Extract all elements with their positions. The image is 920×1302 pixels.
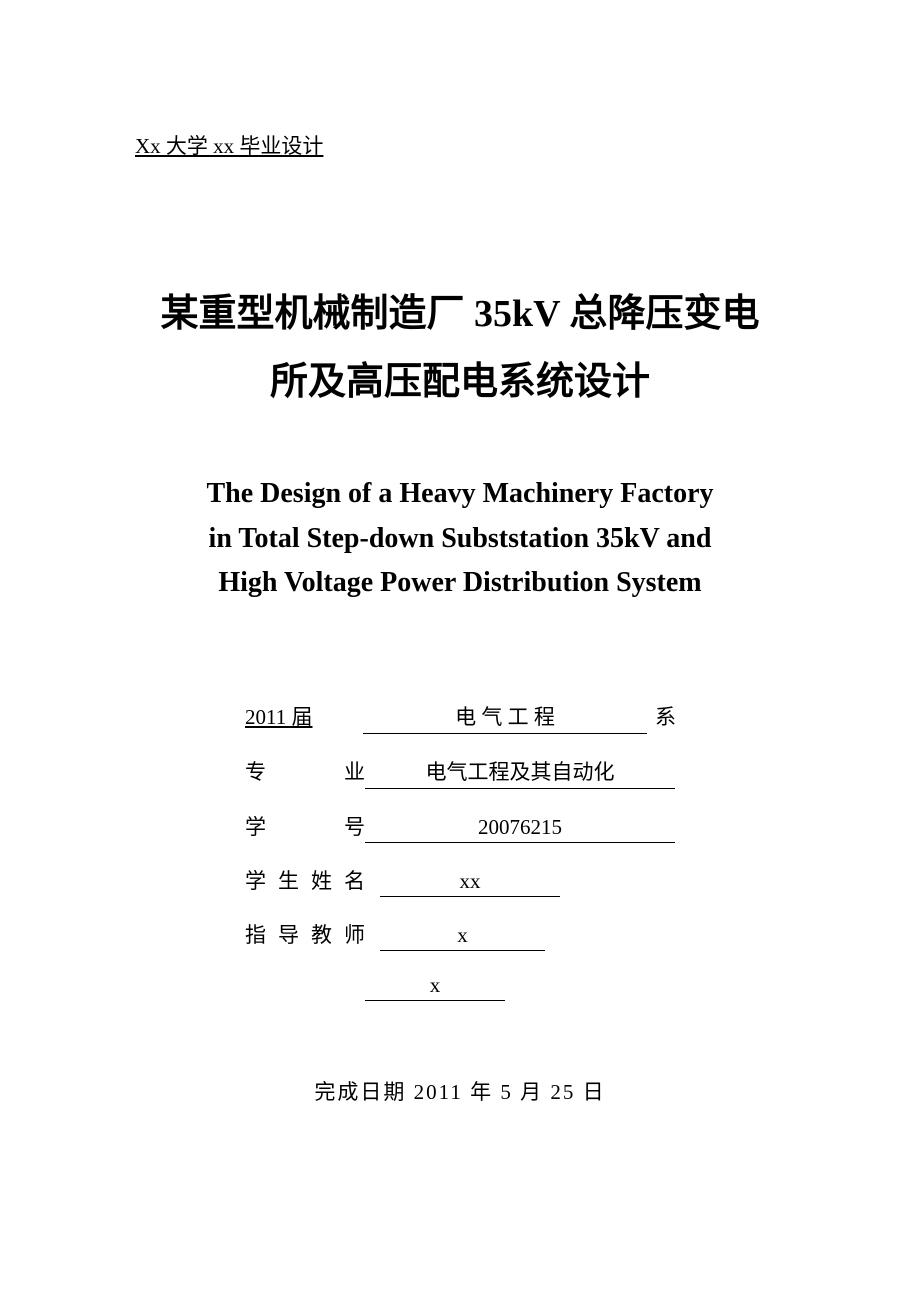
title-cn-line1: 某重型机械制造厂 35kV 总降压变电 [135, 280, 785, 348]
major-label: 专 业 [245, 756, 365, 786]
info-table: 2011 届 电 气 工 程 系 专 业 电气工程及其自动化 学 号 20076… [245, 701, 675, 1001]
department-value: 电 气 工 程 [363, 701, 647, 734]
title-en-line1: The Design of a Heavy Machinery Factory [135, 472, 785, 517]
info-row-advisor2: x [245, 973, 675, 1001]
document-page: Xx 大学 xx 毕业设计 某重型机械制造厂 35kV 总降压变电 所及高压配电… [0, 0, 920, 1106]
year-label: 2011 届 [245, 701, 335, 731]
info-row-major: 专 业 电气工程及其自动化 [245, 756, 675, 789]
major-value: 电气工程及其自动化 [365, 756, 675, 789]
student-name-label: 学生姓名 [245, 865, 365, 895]
info-row-student-id: 学 号 20076215 [245, 811, 675, 843]
title-cn-line2: 所及高压配电系统设计 [135, 348, 785, 416]
info-row-student-name: 学生姓名 xx [245, 865, 675, 897]
title-english: The Design of a Heavy Machinery Factory … [135, 472, 785, 606]
thesis-header: Xx 大学 xx 毕业设计 [135, 130, 785, 160]
title-en-line2: in Total Step-down Subststation 35kV and [135, 517, 785, 562]
student-id-label: 学 号 [245, 811, 365, 841]
department-suffix: 系 [655, 701, 675, 731]
advisor-value-1: x [380, 923, 545, 951]
info-row-year: 2011 届 电 气 工 程 系 [245, 701, 675, 734]
info-row-advisor: 指导教师 x [245, 919, 675, 951]
student-name-value: xx [380, 869, 560, 897]
advisor-value-2: x [365, 973, 505, 1001]
advisor-label: 指导教师 [245, 919, 365, 949]
student-id-value: 20076215 [365, 815, 675, 843]
title-en-line3: High Voltage Power Distribution System [135, 561, 785, 606]
title-chinese: 某重型机械制造厂 35kV 总降压变电 所及高压配电系统设计 [135, 280, 785, 417]
completion-date: 完成日期 2011 年 5 月 25 日 [135, 1076, 785, 1106]
